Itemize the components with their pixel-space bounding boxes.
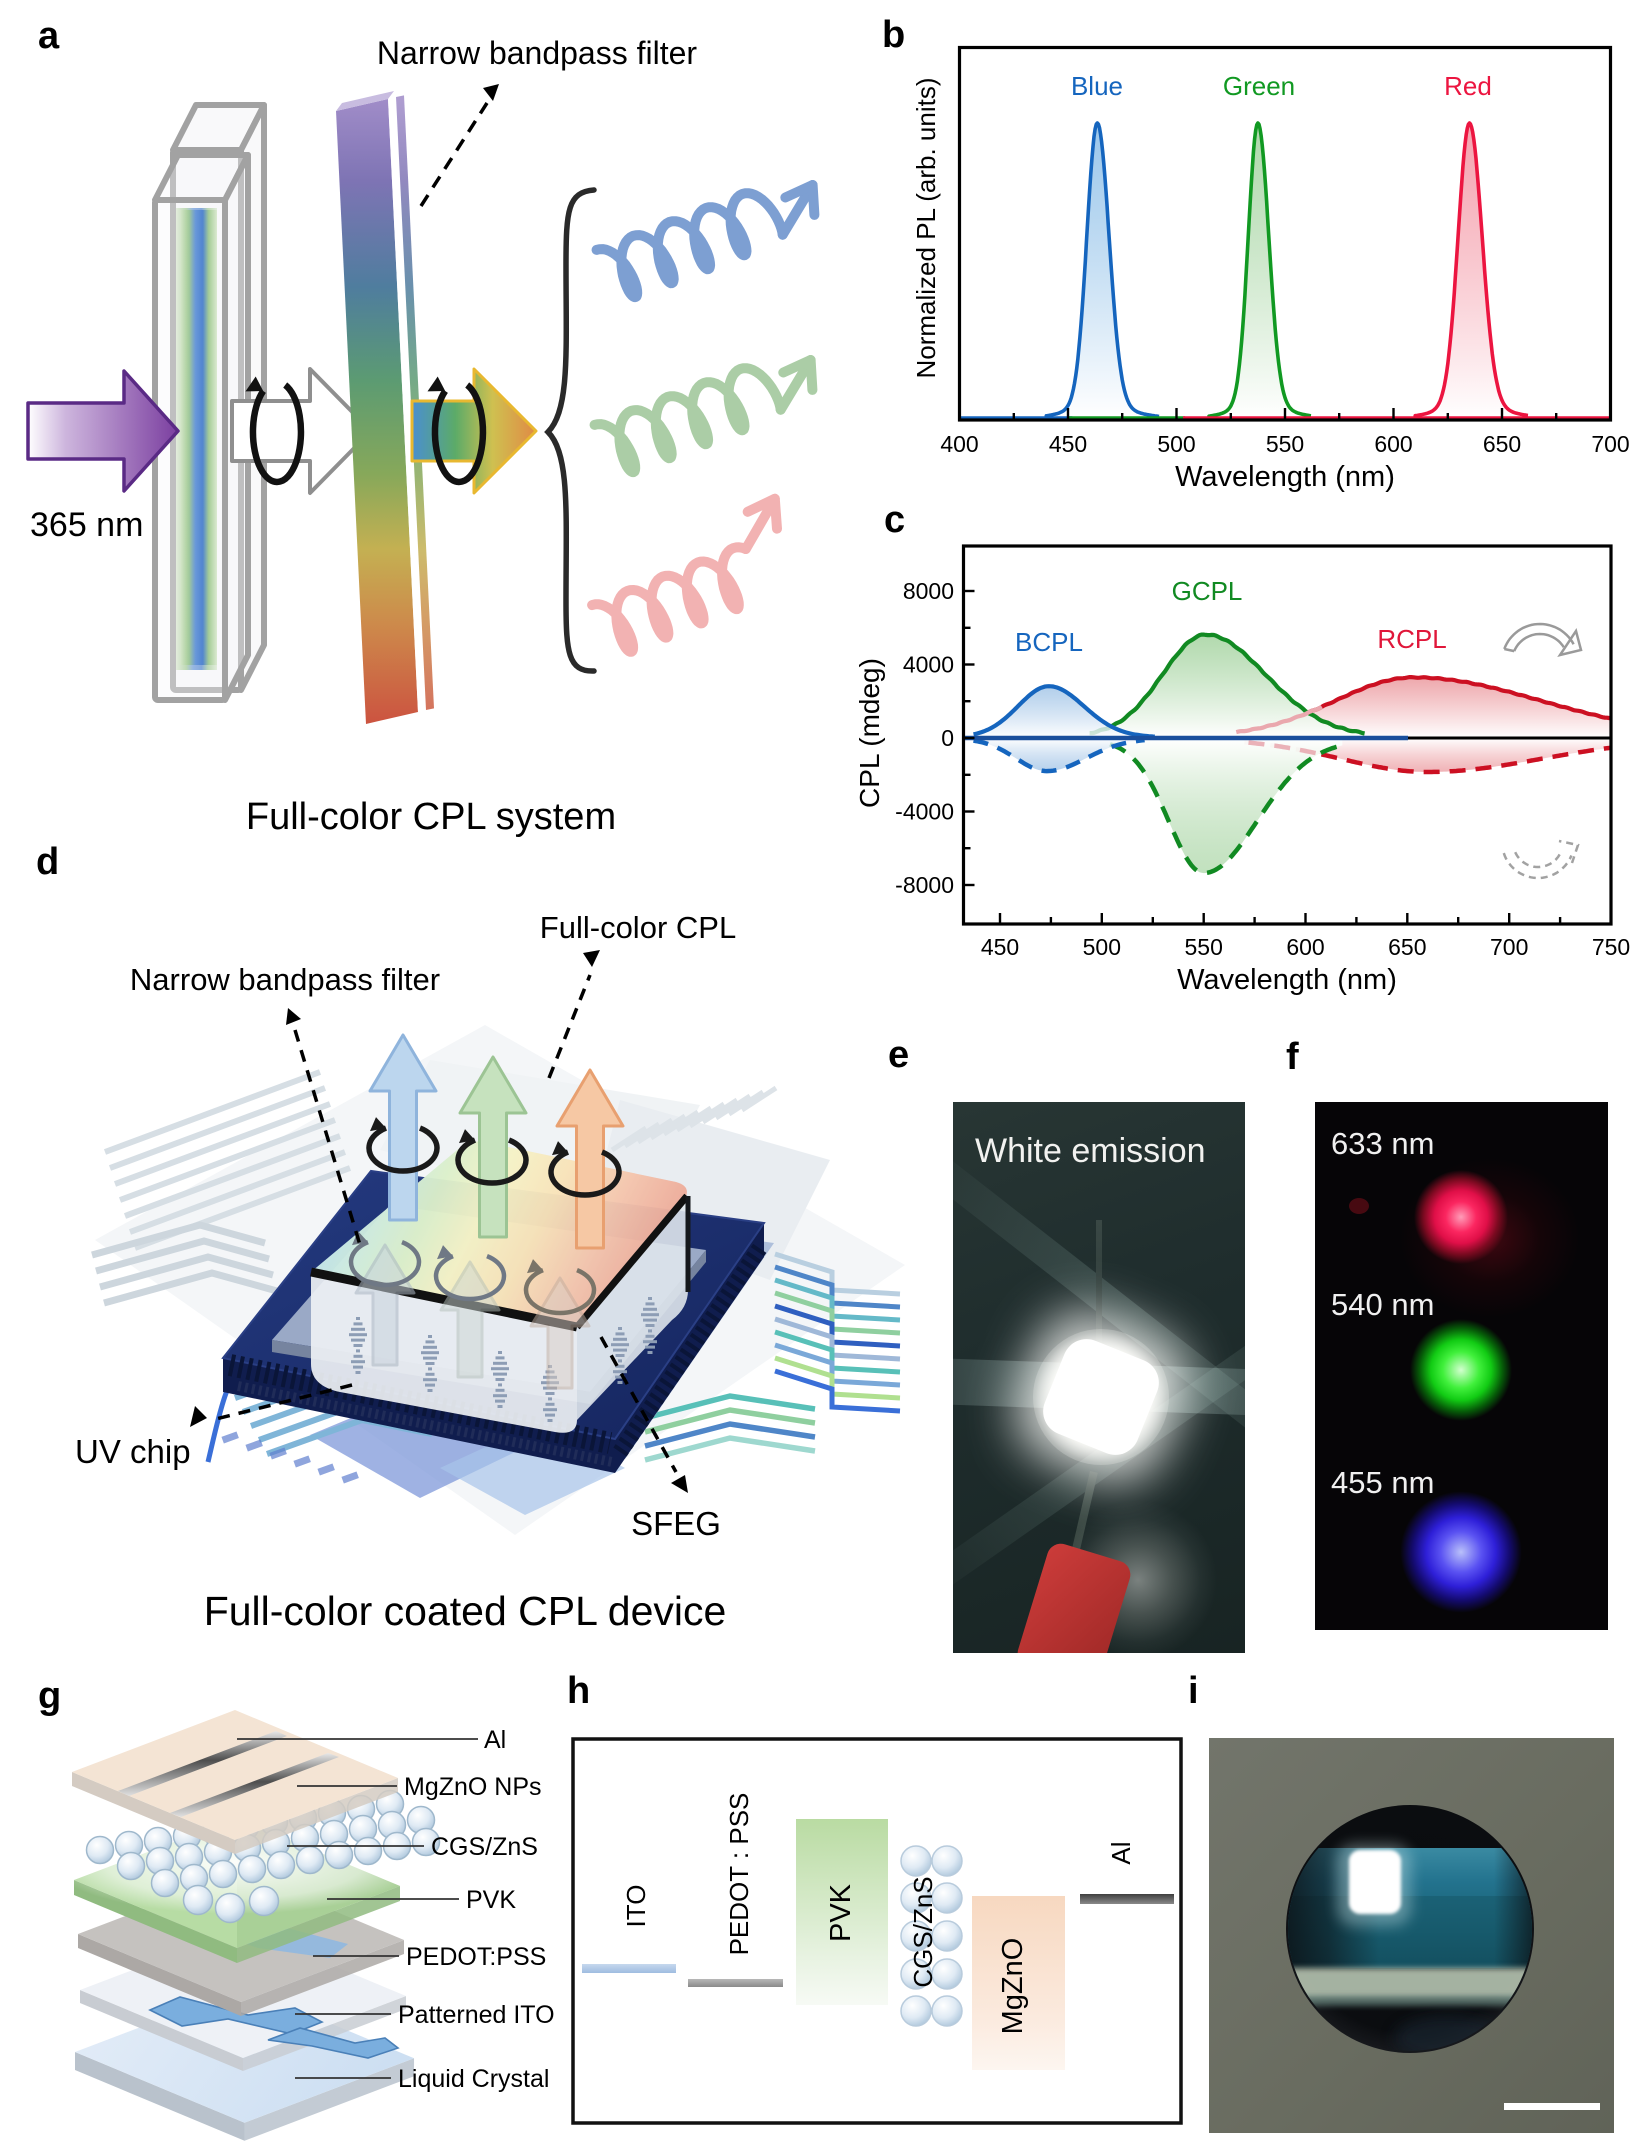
svg-text:CPL (mdeg): CPL (mdeg) (854, 658, 885, 808)
svg-text:750: 750 (1592, 934, 1630, 960)
svg-text:500: 500 (1157, 431, 1195, 457)
svg-text:700: 700 (1490, 934, 1528, 960)
svg-text:CGS/ZnS: CGS/ZnS (431, 1833, 538, 1861)
svg-text:Normalized PL (arb. units): Normalized PL (arb. units) (911, 77, 941, 378)
svg-text:400: 400 (940, 431, 978, 457)
svg-text:Wavelength (nm): Wavelength (nm) (1177, 964, 1397, 996)
svg-text:ITO: ITO (621, 1885, 651, 1928)
svg-text:-8000: -8000 (895, 872, 954, 898)
svg-text:Full-color CPL system: Full-color CPL system (246, 796, 616, 838)
svg-text:PEDOT:PSS: PEDOT:PSS (406, 1943, 546, 1971)
svg-text:0: 0 (941, 725, 954, 751)
svg-text:Green: Green (1223, 71, 1295, 101)
svg-text:Narrow bandpass filter: Narrow bandpass filter (130, 962, 440, 997)
svg-text:PVK: PVK (466, 1886, 516, 1914)
svg-text:Red: Red (1444, 71, 1492, 101)
svg-text:4000: 4000 (903, 652, 954, 678)
svg-text:MgZnO NPs: MgZnO NPs (404, 1773, 542, 1801)
svg-text:700: 700 (1591, 431, 1629, 457)
svg-text:PVK: PVK (825, 1883, 857, 1942)
svg-text:Blue: Blue (1071, 71, 1123, 101)
svg-text:PEDOT : PSS: PEDOT : PSS (724, 1793, 754, 1956)
svg-text:UV chip: UV chip (75, 1433, 191, 1470)
svg-text:Narrow bandpass filter: Narrow bandpass filter (377, 35, 697, 71)
svg-text:BCPL: BCPL (1015, 627, 1083, 657)
svg-text:Wavelength (nm): Wavelength (nm) (1175, 461, 1395, 493)
svg-text:8000: 8000 (903, 578, 954, 604)
svg-text:600: 600 (1286, 934, 1324, 960)
svg-text:GCPL: GCPL (1172, 576, 1243, 606)
svg-text:650: 650 (1483, 431, 1521, 457)
svg-text:550: 550 (1185, 934, 1223, 960)
svg-text:-4000: -4000 (895, 799, 954, 825)
svg-text:Liquid Crystal: Liquid Crystal (398, 2065, 549, 2093)
svg-text:550: 550 (1266, 431, 1304, 457)
svg-text:MgZnO: MgZnO (997, 1938, 1029, 2035)
svg-text:450: 450 (981, 934, 1019, 960)
svg-text:Patterned ITO: Patterned ITO (398, 2001, 555, 2029)
svg-text:650: 650 (1388, 934, 1426, 960)
svg-text:SFEG: SFEG (631, 1505, 721, 1542)
svg-text:Al: Al (484, 1726, 506, 1754)
svg-text:Al: Al (1106, 1841, 1136, 1864)
svg-text:600: 600 (1374, 431, 1412, 457)
svg-text:RCPL: RCPL (1377, 624, 1446, 654)
svg-text:450: 450 (1049, 431, 1087, 457)
svg-text:365 nm: 365 nm (30, 506, 143, 544)
svg-text:CGS/ZnS: CGS/ZnS (908, 1876, 938, 1987)
svg-text:Full-color CPL: Full-color CPL (540, 910, 736, 945)
svg-text:500: 500 (1083, 934, 1121, 960)
svg-text:Full-color coated CPL device: Full-color coated CPL device (204, 1588, 727, 1634)
